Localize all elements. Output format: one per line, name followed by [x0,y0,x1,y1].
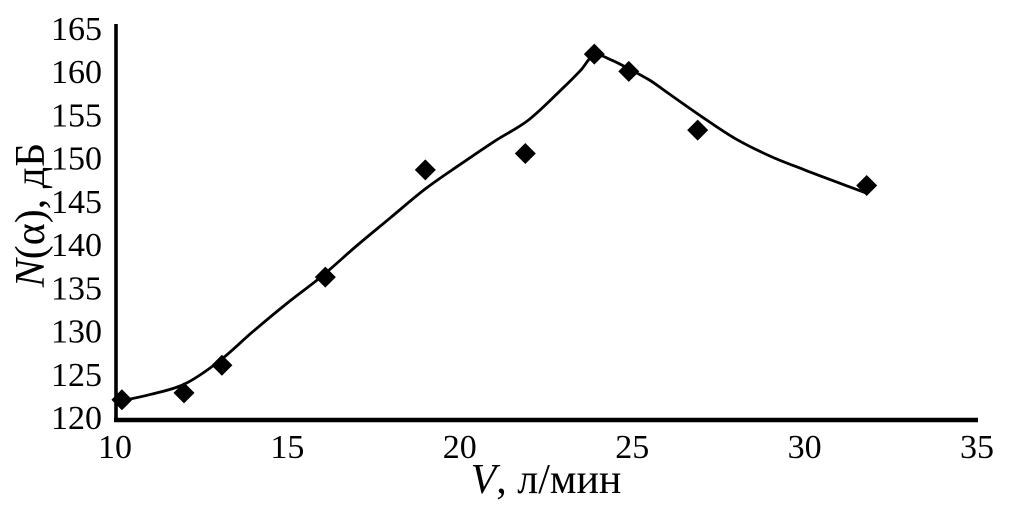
data-point [856,175,878,196]
x-tick-label: 30 [788,429,822,466]
data-point [414,159,436,181]
y-tick-label: 135 [51,270,102,307]
data-point-markers [111,43,878,411]
x-tick-label: 20 [443,429,477,466]
x-tick-label: 35 [960,429,994,466]
data-point [583,43,605,65]
data-point [514,143,536,164]
x-axis-title: V, л/мин [471,457,622,503]
data-point [211,354,233,376]
y-axis-title: N(α), дБ [8,143,54,288]
y-tick-label: 160 [51,54,102,91]
y-tick-label: 150 [51,141,102,178]
x-axis-title-units: , л/мин [496,457,621,503]
y-axis-tick-labels: 120 125 130 135 140 145 150 155 160 165 [51,11,102,437]
data-point [314,266,336,288]
y-tick-label: 145 [51,184,102,221]
y-tick-label: 125 [51,357,102,394]
data-point [687,119,709,141]
x-axis-tick-labels: 10 15 20 25 30 35 [98,429,994,466]
fitted-curve-line [120,53,869,403]
x-tick-label: 10 [98,429,132,466]
x-axis-title-symbol: V [471,457,501,503]
data-point [618,60,640,82]
y-tick-label: 130 [51,314,102,351]
y-axis-title-symbol: N [8,257,54,288]
x-tick-label: 15 [270,429,304,466]
y-tick-label: 140 [51,227,102,264]
y-axis-title-units: (α), дБ [8,143,54,259]
y-tick-label: 155 [51,97,102,134]
x-tick-label: 25 [615,429,649,466]
y-tick-label: 165 [51,11,102,48]
y-tick-label: 120 [51,400,102,437]
data-point [173,382,195,404]
